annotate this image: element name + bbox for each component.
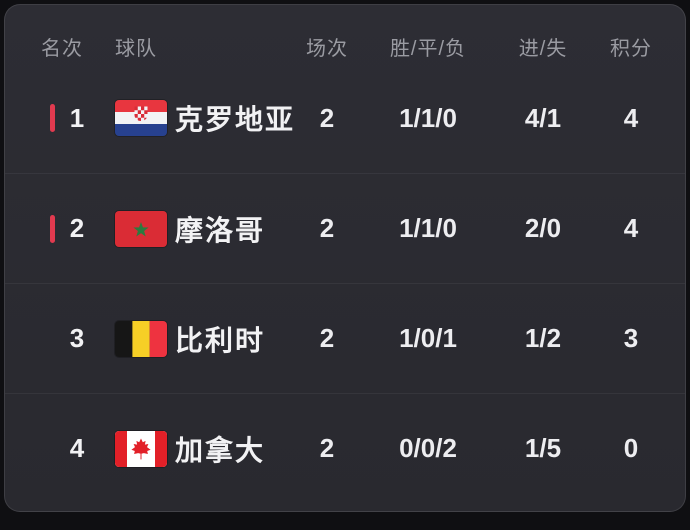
wdl-value: 1/0/1	[399, 323, 457, 353]
goals-value: 1/2	[524, 323, 562, 353]
canada-flag-icon	[115, 430, 167, 467]
played-value: 2	[319, 213, 335, 243]
played-value: 2	[319, 323, 335, 353]
qualified-marker	[50, 214, 55, 243]
column-header-points: 积分	[610, 38, 652, 60]
wdl-value: 1/1/0	[399, 213, 457, 243]
rank-value: 3	[69, 323, 85, 353]
table-row[interactable]: 3 比利时 2 1/0/1 1/2 3	[5, 283, 685, 393]
goals-value: 4/1	[524, 102, 562, 133]
points-value: 3	[623, 323, 639, 353]
wdl-value: 1/1/0	[399, 102, 457, 133]
goals-value: 1/5	[524, 433, 562, 463]
wdl-value: 0/0/2	[399, 433, 457, 463]
rank-value: 1	[69, 102, 85, 133]
column-header-team: 球队	[115, 38, 157, 60]
team-name: 克罗地亚	[175, 104, 296, 135]
table-row[interactable]: 4 加拿大 2 0/0/2 1/5 0	[5, 393, 685, 503]
column-header-played: 场次	[306, 38, 348, 60]
rank-value: 4	[69, 433, 85, 463]
table-row[interactable]: 1 克罗地亚 2 1/	[5, 63, 685, 173]
points-value: 0	[623, 433, 639, 463]
rank-value: 2	[69, 213, 85, 243]
standings-card: 名次 球队 场次 胜/平/负 进/失 积分 1	[4, 4, 686, 512]
belgium-flag-icon	[115, 320, 167, 357]
morocco-flag-icon	[115, 210, 167, 247]
played-value: 2	[319, 433, 335, 463]
table-header: 名次 球队 场次 胜/平/负 进/失 积分	[5, 5, 685, 63]
column-header-wdl: 胜/平/负	[389, 38, 467, 60]
column-header-goals: 进/失	[518, 38, 568, 60]
column-header-rank: 名次	[41, 38, 83, 60]
points-value: 4	[623, 213, 639, 243]
goals-value: 2/0	[524, 213, 562, 243]
team-name: 加拿大	[175, 434, 266, 466]
played-value: 2	[319, 102, 335, 133]
points-value: 4	[623, 102, 639, 133]
team-name: 比利时	[175, 324, 266, 356]
qualified-marker	[50, 104, 55, 132]
croatia-flag-icon	[115, 100, 167, 136]
table-row[interactable]: 2 摩洛哥 2 1/1/0 2/0 4	[5, 173, 685, 283]
team-name: 摩洛哥	[175, 214, 266, 246]
